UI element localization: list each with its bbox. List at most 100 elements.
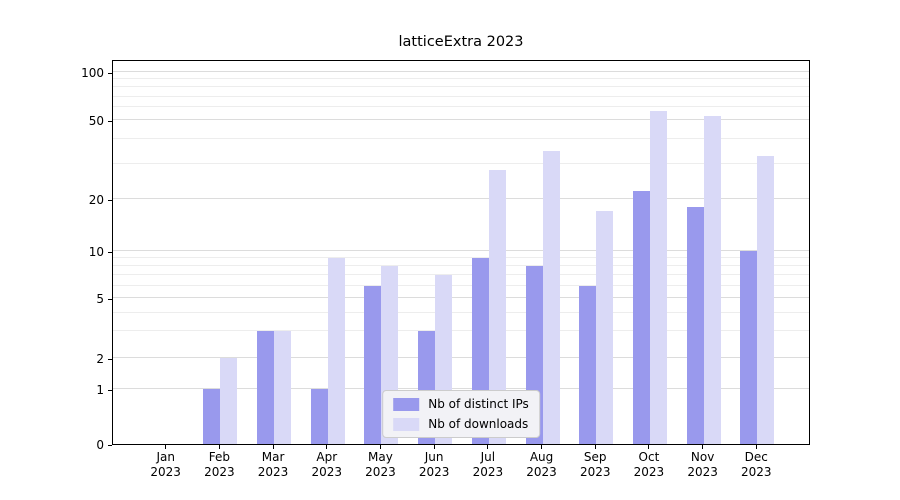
x-tick-mark (218, 445, 220, 449)
gridline-minor (113, 284, 809, 286)
gridline-major (113, 297, 809, 298)
y-tick-label: 100 (81, 66, 104, 80)
x-tick-month: Feb (208, 450, 230, 464)
x-tick-year: 2023 (687, 465, 718, 479)
y-tick-label: 1 (96, 383, 104, 397)
legend-swatch-ips (393, 397, 420, 411)
y-tick-label: 2 (96, 352, 104, 366)
legend-label: Nb of distinct IPs (428, 397, 529, 411)
y-tick-mark (108, 199, 112, 201)
bar-downloads-feb (220, 358, 238, 444)
x-tick-mark (702, 445, 704, 449)
x-tick-mark (379, 445, 381, 449)
y-tick-label: 0 (96, 438, 104, 452)
legend-label: Nb of downloads (428, 417, 529, 431)
x-tick-year: 2023 (257, 465, 289, 479)
y-tick-mark (108, 389, 112, 391)
x-tick-year: 2023 (741, 465, 772, 479)
x-tick-label: Sep 2023 (565, 450, 625, 480)
gridline-minor (113, 138, 809, 140)
gridline-major (113, 198, 809, 199)
legend-swatch-downloads (393, 417, 420, 431)
gridline-major (113, 250, 809, 251)
legend-item: Nb of distinct IPs (393, 397, 529, 411)
y-tick-label: 20 (88, 193, 104, 207)
x-tick-label: Mar 2023 (243, 450, 303, 480)
x-tick-month: Apr (316, 450, 338, 464)
x-tick-year: 2023 (526, 465, 557, 479)
gridline-minor (113, 257, 809, 259)
x-tick-month: Jun (424, 450, 444, 464)
bar-downloads-nov (703, 116, 721, 444)
x-tick-month: Nov (690, 450, 715, 464)
x-tick-month: Sep (583, 450, 607, 464)
gridline-minor (113, 163, 809, 165)
y-tick-mark (108, 298, 112, 300)
x-tick-mark (541, 445, 543, 449)
bar-downloads-apr (327, 258, 345, 444)
gridlines-layer (113, 61, 809, 444)
bar-ips-may (364, 285, 382, 444)
bar-downloads-oct (649, 110, 667, 444)
gridline-minor (113, 265, 809, 267)
x-tick-label: Aug 2023 (512, 450, 572, 480)
x-tick-month: Jul (480, 450, 496, 464)
bar-downloads-mar (274, 331, 292, 444)
x-tick-mark (487, 445, 489, 449)
legend-item: Nb of downloads (393, 417, 529, 431)
y-tick-mark (108, 251, 112, 253)
x-tick-label: Oct 2023 (619, 450, 679, 480)
y-tick-mark (108, 72, 112, 74)
gridline-minor (113, 95, 809, 97)
x-tick-month: Dec (744, 450, 768, 464)
gridline-major (113, 388, 809, 389)
gridline-minor (113, 274, 809, 276)
bar-ips-dec (740, 251, 758, 444)
x-tick-mark (648, 445, 650, 449)
x-tick-year: 2023 (418, 465, 450, 479)
bar-ips-oct (632, 190, 650, 444)
x-tick-label: Jan 2023 (136, 450, 196, 480)
chart-title: latticeExtra 2023 (398, 34, 524, 50)
x-tick-label: Jul 2023 (458, 450, 518, 480)
x-tick-year: 2023 (579, 465, 611, 479)
bar-downloads-sep (596, 211, 614, 444)
gridline-minor (113, 311, 809, 313)
y-tick-label: 50 (88, 114, 104, 128)
bar-downloads-dec (757, 155, 775, 444)
y-tick-mark (108, 120, 112, 122)
x-tick-year: 2023 (311, 465, 343, 479)
x-tick-month: Mar (261, 450, 285, 464)
gridline-minor (113, 86, 809, 88)
bar-ips-apr (310, 389, 328, 444)
gridline-major (113, 119, 809, 120)
x-tick-year: 2023 (150, 465, 181, 479)
bar-downloads-aug (542, 150, 560, 444)
x-tick-label: Apr 2023 (297, 450, 357, 480)
x-tick-year: 2023 (633, 465, 665, 479)
legend: Nb of distinct IPs Nb of downloads (382, 390, 540, 438)
x-tick-label: Nov 2023 (673, 450, 733, 480)
x-tick-mark (326, 445, 328, 449)
gridline-major (113, 357, 809, 358)
x-tick-mark (165, 445, 167, 449)
x-tick-year: 2023 (204, 465, 235, 479)
y-tick-mark (108, 444, 112, 446)
gridline-minor (113, 78, 809, 80)
x-tick-mark (272, 445, 274, 449)
gridline-minor (113, 106, 809, 108)
gridline-minor (113, 330, 809, 332)
bar-downloads-jul (488, 170, 506, 444)
bar-ips-sep (579, 285, 597, 444)
bar-ips-feb (203, 389, 221, 444)
bar-ips-mar (257, 331, 275, 444)
x-tick-month: Jan (156, 450, 175, 464)
x-tick-month: May (368, 450, 393, 464)
x-tick-month: Oct (638, 450, 660, 464)
x-tick-month: Aug (529, 450, 554, 464)
x-tick-mark (433, 445, 435, 449)
y-tick-label: 5 (96, 292, 104, 306)
bar-ips-nov (686, 206, 704, 444)
x-tick-label: Dec 2023 (726, 450, 786, 480)
